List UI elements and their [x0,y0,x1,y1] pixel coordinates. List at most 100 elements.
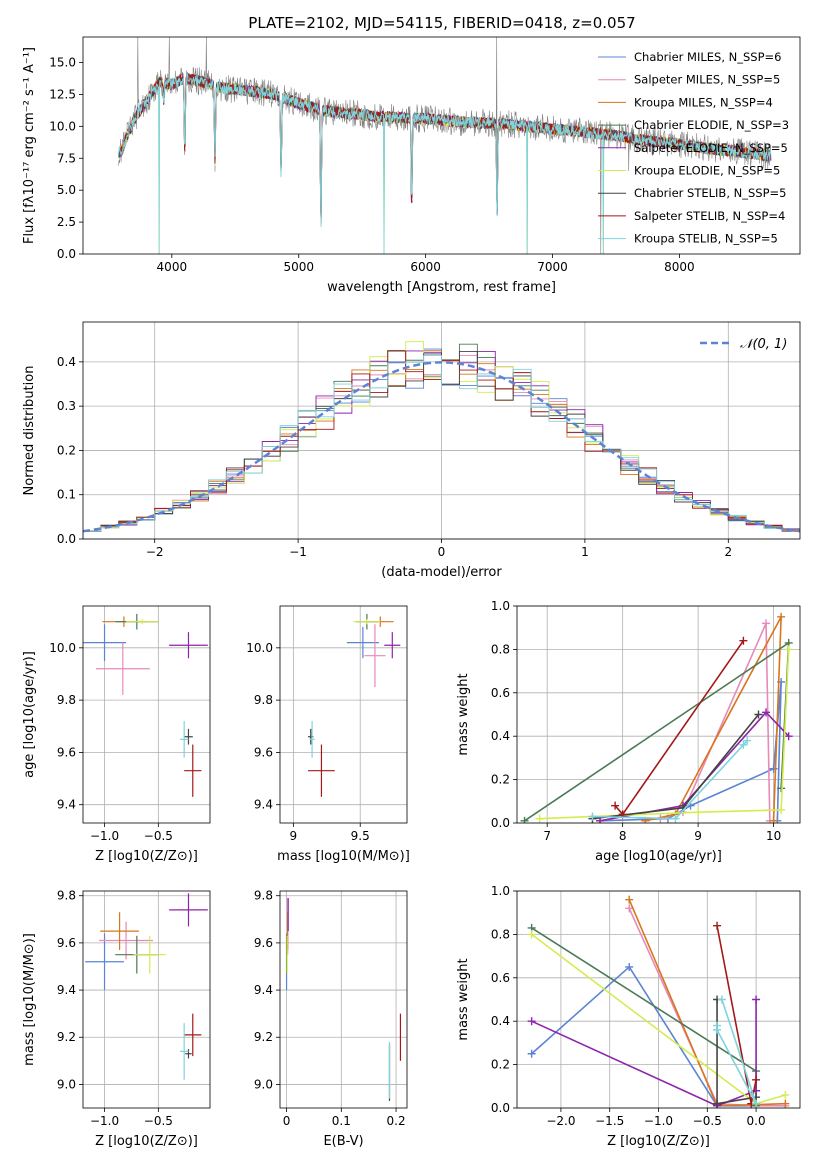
x-tick-label: 8000 [664,260,695,274]
legend-entry-kmiles: Kroupa MILES, N_SSP=4 [634,95,773,109]
data-point [588,812,597,821]
y-tick-label: 0.6 [491,971,510,985]
panel-mass_vs_ebv: 0 0.1 0.2 9.0 9.2 9.4 9.6 9.8 E(B-V) [254,889,408,1149]
y-tick-label: 0.6 [491,686,510,700]
y-tick-label: 1.0 [491,884,510,898]
series-sstelib [611,636,748,819]
y-tick-label: 0.0 [57,247,76,261]
x-tick-label: 0.2 [387,1114,406,1128]
errorbar-point-selodie [169,632,208,659]
data-point [625,962,634,971]
y-tick-label: 9.8 [254,693,273,707]
axes-frame [279,605,408,824]
axes-frame [82,36,801,255]
axes-frame [516,890,801,1109]
errorbar-point-sstelib [308,744,335,797]
x-tick-label: 10 [766,829,781,843]
y-tick-label: 0.2 [491,773,510,787]
axes-frame [279,890,408,1109]
data-point [625,895,634,904]
panel-1: −2 −1 0 1 2 0.0 0.1 0.2 0.3 0.4 (data-model)/error… [22,321,801,580]
x-axis-label: Z [log10(Z/Z⊙)] [95,1134,198,1149]
data-point [781,1090,790,1099]
series-celodie [527,923,761,1108]
errorbar-point-cstelib [185,1049,192,1059]
y-tick-label: 0.0 [491,816,510,830]
grid [280,606,407,823]
y-tick-label: 9.0 [254,1077,273,1091]
histogram-kstelib [83,355,800,539]
series-line [539,649,790,820]
legend-entry-kelodie: Kroupa ELODIE, N_SSP=5 [634,164,780,178]
x-tick-label: 7 [543,829,551,843]
data-point [527,1017,536,1026]
y-tick-label: 0.1 [57,488,76,502]
series-kstelib [588,736,752,823]
y-axis-label: mass weight [456,673,471,755]
x-tick-label: 6000 [410,260,441,274]
y-tick-label: 9.4 [57,798,76,812]
series-selodie [596,708,793,823]
axes-frame [82,605,211,824]
data-point [762,708,771,717]
y-tick-label: 10.0 [49,119,76,133]
plot-area [83,341,800,539]
series-line [660,623,771,821]
data-point [752,1099,761,1108]
errorbar-point-selodie [169,893,208,927]
y-tick-label: 9.2 [254,1030,273,1044]
x-tick-label: 0 [283,1114,291,1128]
x-axis-label: mass [log10(M/M⊙)] [277,849,410,864]
y-tick-label: 9.6 [57,745,76,759]
plot-area [285,898,402,1101]
x-tick-label: −1.0 [644,1114,673,1128]
panel-age_vs_Z: −1.0 −0.5 9.4 9.6 9.8 10.0 Z [log10(Z/Z⊙)] age … [22,605,211,864]
data-point [777,805,786,814]
data-point [743,736,752,745]
errorbar-point-cmiles [85,933,124,991]
data-point [671,814,680,823]
series-cstelib [713,995,761,1108]
grid [83,891,210,1108]
y-tick-label: 10.0 [246,641,273,655]
errorbar-point-smiles [99,921,153,960]
x-axis-label: Z [log10(Z/Z⊙)] [95,849,198,864]
data-point [713,1025,722,1034]
x-tick-label: 4000 [157,260,188,274]
x-tick-label: 0.0 [747,1114,766,1128]
y-tick-label: 0.4 [491,729,510,743]
y-tick-label: 1.0 [491,599,510,613]
series-cmiles [527,962,761,1108]
x-tick-label: −2 [146,545,164,559]
plot-area [527,895,790,1108]
data-point [784,645,793,654]
x-tick-label: 5000 [283,260,314,274]
errorbar-point-kelodie [353,619,381,625]
y-tick-label: 9.8 [254,889,273,903]
axes-frame [516,605,801,824]
data-point [784,732,793,741]
x-axis-label: Z [log10(Z/Z⊙)] [607,1134,710,1149]
data-point [754,710,763,719]
y-axis-label: age [log10(age/yr)] [22,651,37,778]
errorbar-point-kelodie [133,935,166,974]
panels: 4000 5000 6000 7000 80000.02.55.07.510.012.5… [22,36,801,1149]
x-tick-label: 1 [581,545,589,559]
data-point [777,612,786,621]
errorbar-point-kelodie [126,619,159,625]
legend-entry-celodie: Chabrier ELODIE, N_SSP=3 [634,118,789,132]
plot-area [520,612,793,823]
data-point [694,808,703,817]
y-tick-label: 0.4 [491,1014,510,1028]
data-point [611,801,620,810]
legend-entry-kstelib: Kroupa STELIB, N_SSP=5 [634,232,778,246]
panel-mass_weight_vs_age: 7 8 9 10 0.0 0.2 0.4 0.6 0.8 1.0 age [log10(age/yr… [456,599,801,864]
errorbar-point-sstelib [184,1013,202,1057]
errorbar-point-cmiles [83,624,127,661]
y-tick-label: 9.8 [57,693,76,707]
y-axis-label: mass [log10(M/M⊙)] [22,933,37,1066]
data-point [752,1075,761,1084]
model-spectrum-kstelib [118,72,772,254]
plot-area [83,613,208,797]
